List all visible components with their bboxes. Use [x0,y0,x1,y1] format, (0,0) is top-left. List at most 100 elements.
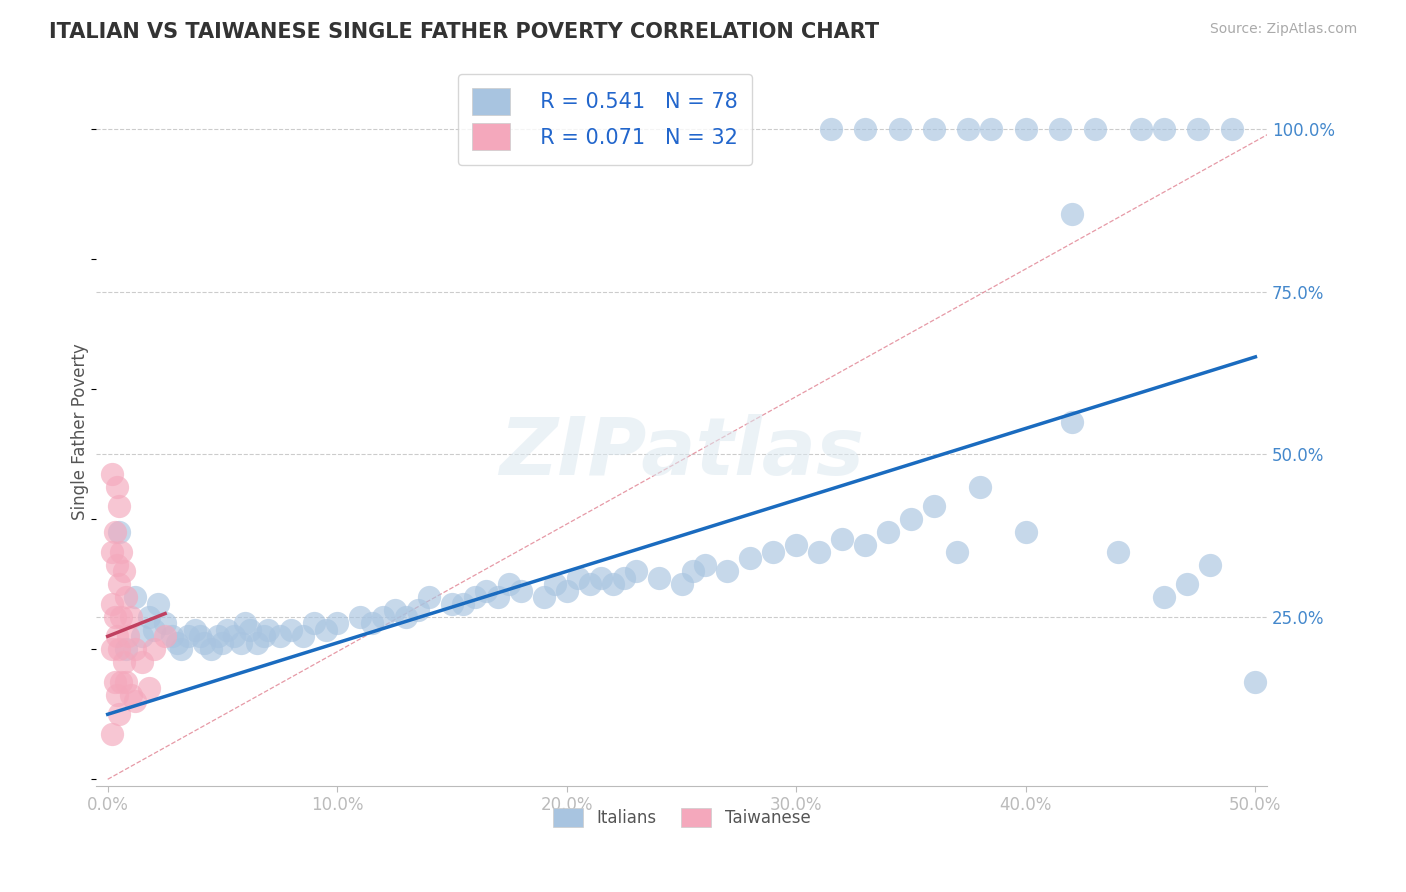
Point [177,629,200,643]
Text: ZIPatlas: ZIPatlas [499,414,865,491]
Point [207,629,229,643]
Point [349,610,371,624]
Point [124,642,146,657]
Point [200,642,222,657]
Point [1244,674,1267,689]
Point [900,512,922,526]
Point [785,538,807,552]
Point [222,629,245,643]
Text: Source: ZipAtlas.com: Source: ZipAtlas.com [1209,22,1357,37]
Point [533,591,555,605]
Point [115,591,138,605]
Point [142,623,165,637]
Point [602,577,624,591]
Point [1153,591,1175,605]
Point [280,623,302,637]
Point [624,565,647,579]
Point [103,525,125,540]
Point [969,480,991,494]
Point [193,636,215,650]
Point [1129,122,1152,136]
Point [453,597,475,611]
Point [153,616,176,631]
Point [103,674,125,689]
Point [257,623,280,637]
Point [101,642,124,657]
Point [131,656,153,670]
Point [509,583,531,598]
Point [946,545,969,559]
Point [108,577,131,591]
Point [980,122,1002,136]
Point [105,558,128,572]
Point [486,591,509,605]
Point [395,610,418,624]
Point [108,525,131,540]
Point [1107,545,1129,559]
Point [567,571,589,585]
Point [138,610,160,624]
Point [957,122,980,136]
Point [1175,577,1198,591]
Point [108,707,131,722]
Point [110,610,132,624]
Point [808,545,831,559]
Point [360,616,382,631]
Point [117,629,139,643]
Point [406,603,429,617]
Point [922,500,945,514]
Point [131,629,153,643]
Point [1015,525,1038,540]
Point [555,583,578,598]
Point [544,577,567,591]
Point [716,565,738,579]
Point [1084,122,1107,136]
Point [166,636,188,650]
Point [762,545,785,559]
Point [498,577,520,591]
Point [108,500,131,514]
Point [1060,415,1083,429]
Point [877,525,900,540]
Point [101,545,124,559]
Point [304,616,326,631]
Point [253,629,276,643]
Point [291,629,314,643]
Y-axis label: Single Father Poverty: Single Father Poverty [72,343,89,520]
Point [1187,122,1209,136]
Point [578,577,600,591]
Point [475,583,498,598]
Point [1222,122,1244,136]
Point [153,629,176,643]
Point [384,603,406,617]
Point [110,545,132,559]
Point [889,122,911,136]
Point [229,636,252,650]
Point [101,597,124,611]
Point [1153,122,1175,136]
Point [315,623,337,637]
Point [101,727,124,741]
Point [1060,207,1083,221]
Point [853,122,876,136]
Point [831,532,853,546]
Point [1049,122,1071,136]
Point [922,122,945,136]
Point [373,610,395,624]
Point [115,642,138,657]
Point [671,577,693,591]
Legend: Italians, Taiwanese: Italians, Taiwanese [546,802,817,834]
Point [160,629,183,643]
Point [105,480,128,494]
Point [418,591,440,605]
Point [112,565,135,579]
Point [211,636,233,650]
Point [188,629,211,643]
Point [464,591,486,605]
Point [693,558,716,572]
Point [820,122,842,136]
Point [105,688,128,702]
Point [120,688,142,702]
Point [269,629,291,643]
Point [105,629,128,643]
